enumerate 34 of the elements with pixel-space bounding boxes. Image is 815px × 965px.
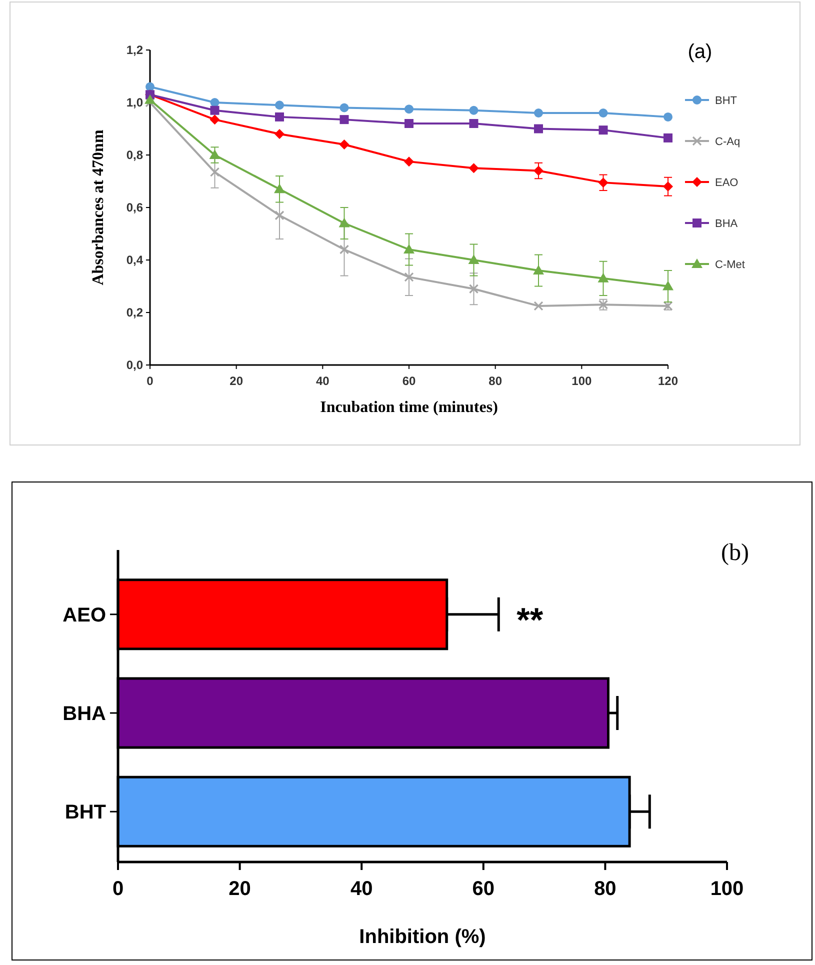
x-tick-label: 80: [488, 374, 502, 388]
y-tick-label: 0,4: [126, 253, 144, 267]
legend-label: BHT: [715, 95, 738, 107]
y-tick-label: 0,0: [126, 358, 144, 372]
x-tick-label: 80: [594, 878, 616, 900]
x-tick-label: 40: [350, 878, 373, 900]
chart-title: (b): [721, 540, 749, 566]
y-tick-label: 0,8: [126, 148, 144, 162]
x-tick-label: 100: [710, 878, 744, 900]
x-tick-label: 20: [230, 374, 244, 388]
x-tick-label: 120: [658, 374, 678, 388]
x-tick-label: 0: [112, 878, 124, 900]
y-axis-title: Absorbances at 470nm: [90, 129, 107, 286]
legend-label: C-Aq: [715, 136, 740, 148]
legend-label: EAO: [715, 177, 739, 189]
text: (a): [688, 41, 712, 63]
y-tick-label: 1,0: [126, 96, 144, 110]
x-axis-title: Incubation time (minutes): [320, 399, 498, 416]
x-tick-label: 60: [402, 374, 416, 388]
legend-label: BHA: [715, 218, 738, 230]
x-tick-label: 40: [316, 374, 330, 388]
x-tick-label: 100: [572, 374, 592, 388]
y-tick-label: BHT: [64, 802, 106, 824]
annotation: **: [516, 601, 544, 640]
y-tick-label: 0,6: [126, 200, 144, 214]
x-tick-label: 0: [146, 374, 154, 388]
y-tick-label: 0,2: [126, 306, 144, 320]
legend-label: C-Met: [715, 259, 745, 271]
y-tick-label: BHA: [62, 703, 106, 725]
x-tick-label: 60: [472, 878, 495, 900]
y-tick-label: 1,2: [126, 43, 144, 57]
y-tick-label: AEO: [62, 604, 106, 626]
x-axis-title: Inhibition (%): [359, 926, 486, 948]
x-tick-label: 20: [228, 878, 251, 900]
